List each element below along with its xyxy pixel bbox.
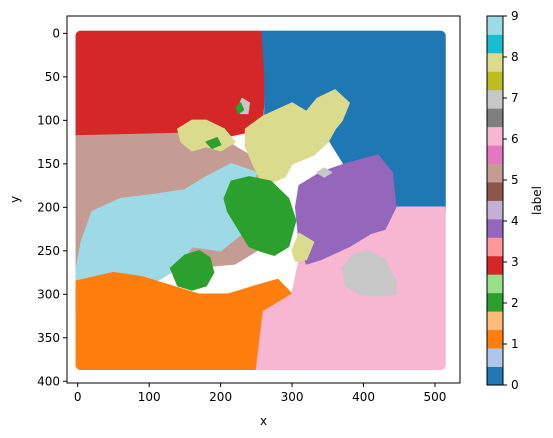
colorbar-segment [487,218,503,238]
colorbar-label: label [530,186,544,215]
region-label-7 [316,167,333,178]
x-tick-label: 200 [209,390,232,404]
x-axis-label: x [260,414,267,428]
x-tick-label: 0 [74,390,82,404]
y-tick-label: 100 [37,113,60,127]
y-tick-label: 250 [37,244,60,258]
y-tick-label: 150 [37,157,60,171]
colorbar-tick-label: 1 [511,337,519,351]
colorbar-segment [487,89,503,109]
colorbar-segment [487,311,503,331]
region-label-4 [223,176,297,256]
y-axis: 0 50 100 150 200 250 300 350 400 [37,26,67,388]
colorbar-tick-label: 8 [511,50,519,64]
colorbar-segment [487,16,503,35]
y-tick-label: 300 [37,287,60,301]
y-tick-label: 350 [37,331,60,345]
colorbar-segment [487,348,503,367]
colorbar-tick-label: 5 [511,173,519,187]
y-tick-label: 200 [37,200,60,214]
colorbar-segment [487,292,503,312]
colorbar-segment [487,366,503,386]
colorbar-segment [487,71,503,91]
colorbar-segment [487,329,503,349]
colorbar-segment [487,163,503,183]
colorbar-tick-label: 0 [511,378,519,392]
y-axis-label: y [8,196,22,203]
colorbar-tick-label: 9 [511,9,519,23]
colorbar-segment [487,237,503,257]
colorbar-segment [487,52,503,72]
y-tick-label: 0 [52,26,60,40]
x-tick-label: 300 [281,390,304,404]
region-label-4 [235,102,245,115]
plot-area [66,15,461,384]
colorbar-segment [487,255,503,275]
colorbar-segment [487,200,503,220]
colorbar-tick-label: 2 [511,296,519,310]
colorbar-frame [486,15,504,386]
y-tick-label: 400 [37,374,60,388]
label-regions [75,30,446,370]
colorbar [486,15,504,386]
colorbar-ticks: 0 1 2 3 4 5 6 7 8 9 [503,9,519,392]
plot-frame [66,15,461,384]
region-label-4 [205,137,222,149]
colorbar-segment [487,274,503,294]
region-label-7 [291,232,315,262]
region-label-4 [169,250,215,291]
x-tick-label: 400 [352,390,375,404]
colorbar-tick-label: 4 [511,214,519,228]
y-tick-label: 50 [45,70,60,84]
colorbar-segment [487,182,503,201]
region-label-3 [75,30,266,139]
colorbar-tick-label: 6 [511,132,519,146]
colorbar-tick-label: 3 [511,255,519,269]
colorbar-tick-label: 7 [511,91,519,105]
region-label-7 [341,250,397,297]
x-tick-label: 500 [424,390,447,404]
colorbar-segment [487,126,503,146]
colorbar-segment [487,34,503,54]
colorbar-segment [487,145,503,164]
colorbar-segment [487,108,503,128]
x-tick-label: 100 [138,390,161,404]
x-axis: 0 100 200 300 400 500 [74,383,447,404]
